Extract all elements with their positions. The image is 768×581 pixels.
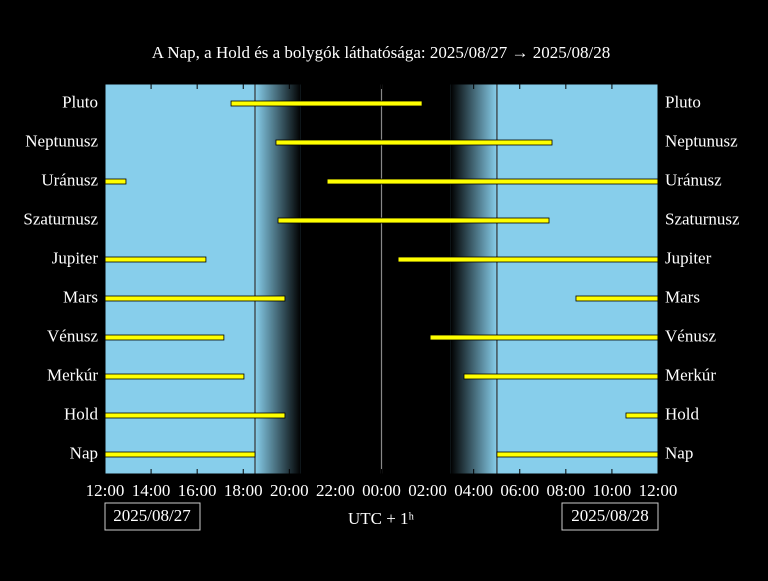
x-tick-label: 14:00 (132, 481, 171, 500)
x-tick-label: 20:00 (270, 481, 309, 500)
chart-title: A Nap, a Hold és a bolygók láthatósága: … (152, 43, 610, 62)
category-label: Jupiter (52, 248, 99, 267)
x-tick-label: 04:00 (454, 481, 493, 500)
visibility-bar (230, 100, 423, 107)
category-label: Uránusz (665, 170, 722, 189)
category-label: Hold (665, 404, 700, 423)
x-tick-label: 00:00 (362, 481, 401, 500)
category-label: Szaturnusz (665, 209, 740, 228)
visibility-bar (104, 412, 286, 419)
category-label: Mars (63, 287, 98, 306)
visibility-bar (575, 295, 659, 302)
visibility-bar (104, 295, 286, 302)
visibility-bar (463, 373, 659, 380)
category-label: Pluto (62, 92, 98, 111)
visibility-bar (104, 451, 256, 458)
category-label: Vénusz (47, 326, 98, 345)
category-label: Nap (70, 443, 98, 462)
visibility-bar (625, 412, 659, 419)
date-label: 2025/08/27 (113, 506, 191, 525)
x-tick-label: 12:00 (639, 481, 678, 500)
category-label: Neptunusz (25, 131, 98, 150)
category-label: Merkúr (47, 365, 98, 384)
visibility-bar (104, 178, 127, 185)
category-label: Jupiter (665, 248, 712, 267)
category-label: Merkúr (665, 365, 716, 384)
visibility-bar (429, 334, 659, 341)
x-tick-label: 10:00 (593, 481, 632, 500)
visibility-bar (277, 217, 550, 224)
x-tick-label: 06:00 (500, 481, 539, 500)
category-label: Szaturnusz (23, 209, 98, 228)
date-box (104, 502, 201, 531)
visibility-bar (104, 334, 225, 341)
x-axis-label: UTC + 1ʰ (348, 509, 415, 528)
x-tick-label: 18:00 (224, 481, 263, 500)
category-label: Uránusz (41, 170, 98, 189)
visibility-bar (397, 256, 659, 263)
category-label: Hold (64, 404, 99, 423)
x-tick-label: 08:00 (546, 481, 585, 500)
visibility-bar (326, 178, 659, 185)
category-label: Neptunusz (665, 131, 738, 150)
plot-frame (104, 83, 659, 475)
night-sky (300, 84, 451, 474)
visibility-bar (104, 373, 245, 380)
twilight (255, 84, 301, 474)
twilight (450, 84, 497, 474)
visibility-bar (496, 451, 659, 458)
visibility-bar (104, 256, 207, 263)
date-label: 2025/08/28 (571, 506, 648, 525)
visibility-bar (275, 139, 553, 146)
x-tick-label: 16:00 (178, 481, 217, 500)
category-label: Vénusz (665, 326, 716, 345)
category-label: Nap (665, 443, 693, 462)
date-box (561, 502, 659, 531)
x-tick-label: 02:00 (408, 481, 447, 500)
category-label: Mars (665, 287, 700, 306)
x-tick-label: 22:00 (316, 481, 355, 500)
x-tick-label: 12:00 (86, 481, 125, 500)
category-label: Pluto (665, 92, 701, 111)
